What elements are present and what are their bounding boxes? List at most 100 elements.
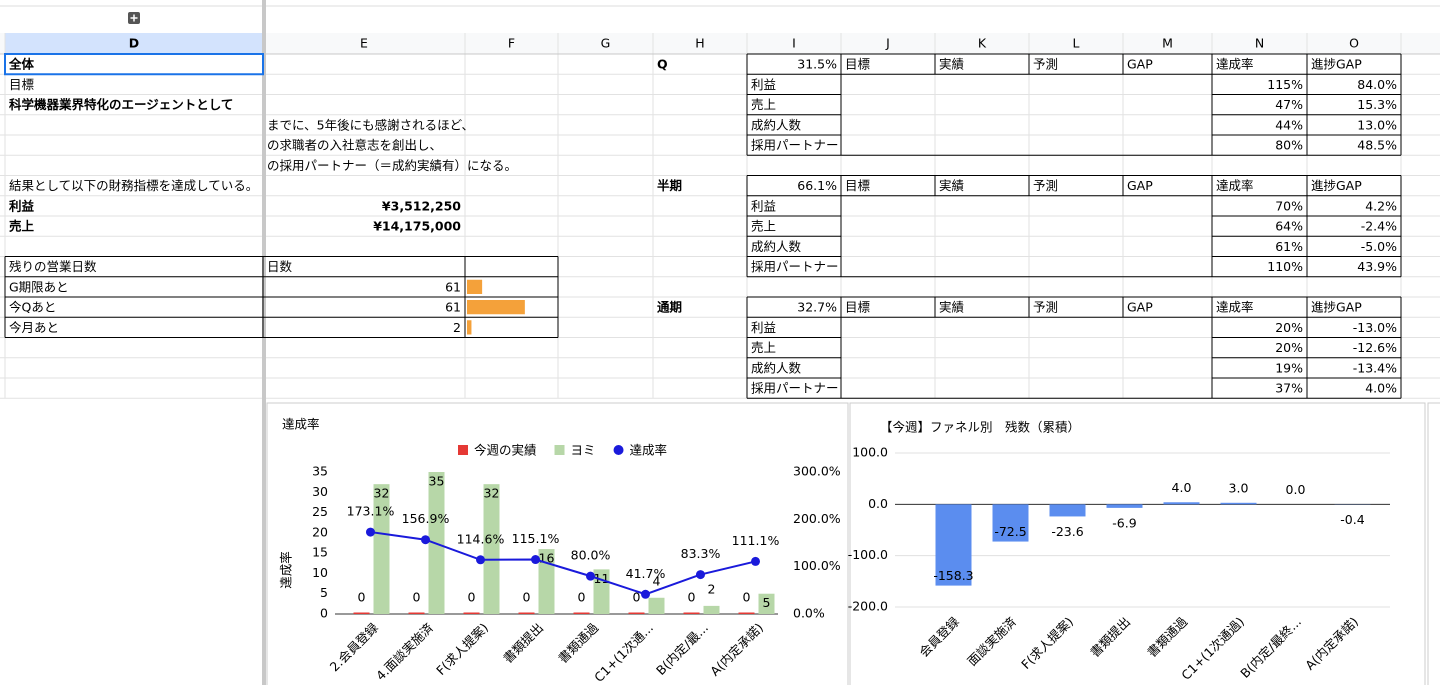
kpi-gap: 43.9% [1357, 259, 1397, 274]
column-header: N [1255, 36, 1264, 51]
legend-marker [458, 445, 468, 455]
data-label: 80.0% [571, 548, 611, 563]
data-label: -72.5 [994, 524, 1026, 539]
bar [408, 612, 425, 614]
kpi-label: 売上 [751, 340, 776, 355]
kpi-header: 進捗GAP [1311, 300, 1362, 315]
y-tick-label: 0 [320, 606, 328, 621]
y-tick-label: 20 [312, 524, 328, 539]
kpi-label: 成約人数 [751, 117, 802, 132]
column-header: O [1349, 36, 1359, 51]
bar [935, 504, 972, 586]
period-label: 半期 [657, 178, 682, 193]
legend-marker [554, 445, 565, 455]
line-point [531, 555, 540, 565]
data-label: 0 [468, 590, 476, 605]
bar [648, 597, 665, 614]
y-tick-label: 35 [312, 464, 328, 479]
line-point [751, 556, 760, 566]
y2-tick-label: 0.0% [793, 606, 825, 621]
vision-text: までに、5年後にも感謝されるほど、 [267, 117, 474, 132]
period-rate: 66.1% [797, 178, 837, 193]
column-header: H [695, 36, 704, 51]
kpi-header: GAP [1127, 300, 1153, 315]
kpi-rate: 47% [1275, 97, 1303, 112]
kpi-gap: 84.0% [1357, 77, 1397, 92]
y-tick-label: 5 [320, 585, 328, 600]
kpi-gap: 4.0% [1365, 381, 1397, 396]
data-label: 32 [484, 486, 500, 501]
line-point [586, 571, 595, 581]
days-value: 61 [445, 279, 461, 294]
kpi-header: 達成率 [1216, 300, 1254, 315]
y-tick-label: 10 [312, 565, 328, 580]
data-label: 4.0 [1172, 480, 1192, 495]
kpi-rate: 37% [1275, 381, 1303, 396]
financial-value: ¥14,175,000 [373, 219, 461, 234]
y-tick-label: 15 [312, 545, 328, 560]
cell-text: 結果として以下の財務指標を達成している。 [9, 178, 258, 193]
days-header: 日数 [267, 259, 293, 274]
column-header: J [885, 36, 890, 51]
chart-title: 【今週】ファネル別 残数（累積） [880, 420, 1080, 435]
data-label: 156.9% [402, 511, 450, 526]
column-header: I [792, 36, 796, 51]
bar [758, 593, 775, 614]
kpi-header: GAP [1127, 178, 1153, 193]
bar [463, 612, 480, 614]
section-title: 全体 [8, 57, 35, 72]
financial-label: 売上 [9, 219, 35, 234]
y2-tick-label: 300.0% [793, 464, 841, 479]
data-label: 0.0 [1286, 482, 1306, 497]
kpi-label: 採用パートナー [751, 259, 839, 274]
y-tick-label: -200.0 [848, 599, 888, 614]
y-tick-label: 25 [312, 504, 328, 519]
financial-label: 利益 [9, 198, 35, 213]
vision-text: の採用パートナー（＝成約実績有）になる。 [267, 158, 517, 173]
data-label: -23.6 [1051, 524, 1083, 539]
data-label: -158.3 [933, 568, 973, 583]
kpi-gap: 13.0% [1357, 117, 1397, 132]
bar [1106, 504, 1143, 508]
line-point [421, 535, 430, 545]
bar [1049, 504, 1086, 517]
data-label: 2 [708, 581, 716, 596]
bar [353, 612, 370, 614]
data-label: 5 [763, 595, 771, 610]
data-label: 35 [429, 474, 445, 489]
bar [683, 612, 700, 614]
column-header: F [508, 36, 515, 51]
kpi-gap: 48.5% [1357, 138, 1397, 153]
kpi-rate: 20% [1275, 320, 1303, 335]
days-title: 残りの営業日数 [9, 259, 97, 274]
sparkline-bar [467, 320, 472, 335]
bar [703, 605, 720, 614]
y2-tick-label: 200.0% [793, 511, 841, 526]
y-tick-label: 30 [312, 484, 328, 499]
kpi-label: 成約人数 [751, 239, 802, 254]
data-label: -0.4 [1340, 512, 1364, 527]
kpi-header: 目標 [845, 300, 871, 315]
cell-text: 目標 [9, 77, 35, 92]
line-point [641, 589, 650, 599]
bar [538, 549, 555, 614]
column-header: L [1073, 36, 1080, 51]
kpi-header: 進捗GAP [1311, 178, 1362, 193]
period-label: 通期 [657, 300, 682, 315]
kpi-header: 目標 [845, 178, 871, 193]
days-value: 2 [453, 320, 461, 335]
kpi-gap: -13.4% [1353, 360, 1397, 375]
column-header: D [129, 36, 139, 51]
bar [573, 612, 590, 614]
column-header: E [360, 36, 368, 51]
bar [992, 504, 1029, 542]
line-point [476, 555, 485, 565]
days-label: 今月あと [9, 320, 59, 335]
kpi-gap: -13.0% [1353, 320, 1397, 335]
sparkline-bar [467, 279, 483, 294]
data-label: 0 [688, 590, 696, 605]
bar [628, 612, 645, 614]
y-tick-label: -100.0 [848, 547, 888, 562]
data-label: 115.1% [512, 531, 560, 546]
